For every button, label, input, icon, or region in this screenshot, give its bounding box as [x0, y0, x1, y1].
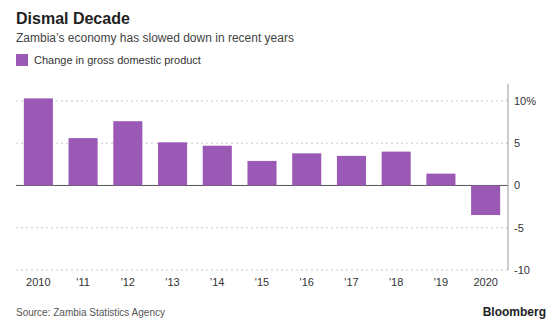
x-tick-label: '18 — [389, 276, 403, 288]
y-tick-label: 10% — [514, 95, 536, 107]
y-tick-label: -10 — [514, 264, 530, 276]
grid-line — [16, 100, 508, 101]
watermark: Bloomberg — [483, 305, 546, 319]
legend: Change in gross domestic product — [16, 54, 201, 66]
source-note: Source: Zambia Statistics Agency — [16, 307, 165, 318]
bars — [24, 98, 500, 215]
bar — [203, 146, 232, 186]
y-axis-line — [508, 84, 509, 270]
x-tick-label: '15 — [255, 276, 269, 288]
title: Dismal Decade — [16, 10, 130, 27]
bar — [337, 156, 366, 186]
x-tick-label: '12 — [121, 276, 135, 288]
bar — [24, 98, 53, 185]
bar — [292, 153, 321, 185]
x-tick-label: 2020 — [473, 276, 497, 288]
subtitle: Zambia’s economy has slowed down in rece… — [16, 31, 294, 45]
x-tick-label: '11 — [76, 276, 90, 288]
bar — [382, 152, 411, 186]
grid-line — [16, 270, 508, 271]
bar — [113, 121, 142, 185]
grid — [16, 101, 508, 270]
x-tick-label: '14 — [210, 276, 224, 288]
x-tick-label: '16 — [300, 276, 314, 288]
y-tick-label: 5 — [514, 137, 520, 149]
legend-label: Change in gross domestic product — [34, 54, 201, 66]
x-tick-label: 2010 — [26, 276, 50, 288]
x-tick-label: '13 — [165, 276, 179, 288]
chart-container: Dismal Decade Zambia’s economy has slowed… — [0, 0, 560, 328]
bar — [158, 142, 187, 185]
legend-swatch — [16, 54, 28, 66]
x-tick-label: '17 — [344, 276, 358, 288]
y-tick-label: -5 — [514, 222, 524, 234]
bar — [426, 174, 455, 186]
y-tick-label: 0 — [514, 179, 520, 191]
chart-svg: Dismal Decade Zambia’s economy has slowed… — [0, 0, 560, 328]
bar — [69, 138, 98, 185]
x-tick-label: '19 — [434, 276, 448, 288]
bar — [471, 185, 500, 215]
bar — [247, 161, 276, 186]
grid-line — [16, 227, 508, 228]
